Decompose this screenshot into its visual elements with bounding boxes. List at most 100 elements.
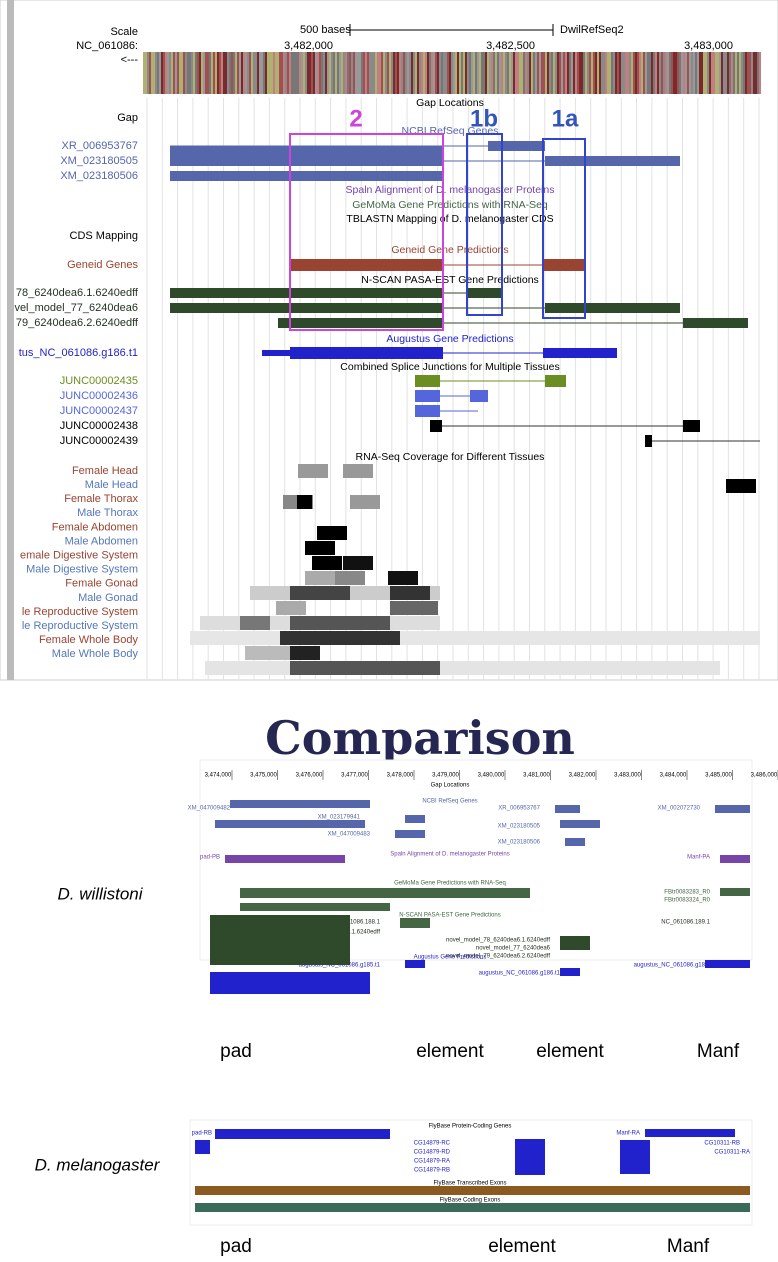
conservation-stripe <box>415 52 417 94</box>
chrom-label: NC_061086: <box>76 40 138 52</box>
conservation-stripe <box>753 52 755 94</box>
feature-block <box>205 661 720 675</box>
conservation-stripe <box>147 52 149 94</box>
comparison-title: Comparison <box>265 711 575 765</box>
conservation-stripe <box>219 52 221 94</box>
feature-block <box>620 1140 650 1174</box>
conservation-stripe <box>227 52 229 94</box>
conservation-stripe <box>593 52 595 94</box>
conservation-stripe <box>757 52 759 94</box>
conservation-stripe <box>521 52 523 94</box>
conservation-stripe <box>431 52 433 94</box>
track-label: CDS Mapping <box>70 230 138 242</box>
feature-label: pad-RB <box>192 1131 212 1137</box>
conservation-stripe <box>189 52 191 94</box>
conservation-stripe <box>535 52 537 94</box>
conservation-stripe <box>507 52 509 94</box>
track-title: FlyBase Protein-Coding Genes <box>429 1124 512 1130</box>
conservation-stripe <box>621 52 623 94</box>
feature-label: FBtr0083324_R0 <box>664 898 710 904</box>
conservation-stripe <box>599 52 601 94</box>
box-label: 1a <box>552 105 579 132</box>
conservation-stripe <box>517 52 519 94</box>
ruler-tick: 3,484,000 <box>660 773 687 779</box>
track-title: Augustus Gene Predictions <box>386 333 513 345</box>
conservation-stripe <box>283 52 285 94</box>
feature-block <box>290 661 440 675</box>
conservation-stripe <box>759 52 761 94</box>
conservation-stripe <box>447 52 449 94</box>
conservation-stripe <box>229 52 231 94</box>
conservation-stripe <box>401 52 403 94</box>
gene-label: element <box>536 1041 604 1062</box>
conservation-stripe <box>751 52 753 94</box>
conservation-stripe <box>469 52 471 94</box>
assembly: DwilRefSeq2 <box>560 24 624 36</box>
track-label: JUNC00002437 <box>60 405 138 417</box>
feature-block <box>560 820 600 828</box>
feature-block <box>415 375 440 387</box>
conservation-stripe <box>643 52 645 94</box>
conservation-stripe <box>259 52 261 94</box>
conservation-stripe <box>549 52 551 94</box>
feature-block <box>560 968 580 976</box>
conservation-stripe <box>183 52 185 94</box>
feature-block <box>415 390 440 402</box>
conservation-stripe <box>167 52 169 94</box>
conservation-stripe <box>653 52 655 94</box>
conservation-stripe <box>335 52 337 94</box>
conservation-stripe <box>159 52 161 94</box>
conservation-stripe <box>279 52 281 94</box>
conservation-stripe <box>483 52 485 94</box>
conservation-stripe <box>375 52 377 94</box>
feature-block <box>245 646 295 660</box>
feature-block <box>290 586 350 600</box>
feature-block <box>390 601 438 615</box>
conservation-stripe <box>249 52 251 94</box>
scale-label: Scale <box>110 26 138 38</box>
feature-block <box>210 915 350 965</box>
conservation-stripe <box>591 52 593 94</box>
feature-block <box>290 646 320 660</box>
ruler-tick: 3,485,000 <box>705 773 732 779</box>
conservation-stripe <box>211 52 213 94</box>
conservation-stripe <box>233 52 235 94</box>
conservation-stripe <box>263 52 265 94</box>
conservation-stripe <box>317 52 319 94</box>
gene-label: element <box>416 1041 484 1062</box>
feature-block <box>290 616 390 630</box>
feature-label: NC_061086.189.1 <box>661 920 710 926</box>
conservation-stripe <box>461 52 463 94</box>
conservation-stripe <box>665 52 667 94</box>
conservation-stripe <box>329 52 331 94</box>
conservation-stripe <box>213 52 215 94</box>
conservation-stripe <box>713 52 715 94</box>
conservation-stripe <box>603 52 605 94</box>
track-title: Augustus Gene Predictions <box>414 955 487 961</box>
feature-block <box>195 1203 750 1212</box>
conservation-stripe <box>615 52 617 94</box>
conservation-stripe <box>215 52 217 94</box>
feature-label: FBtr0083283_R0 <box>664 890 710 896</box>
conservation-stripe <box>383 52 385 94</box>
conservation-stripe <box>369 52 371 94</box>
feature-block <box>405 815 425 823</box>
feature-block <box>565 838 585 846</box>
conservation-stripe <box>303 52 305 94</box>
feature-block <box>170 146 443 156</box>
conservation-stripe <box>639 52 641 94</box>
conservation-stripe <box>255 52 257 94</box>
feature-block <box>190 631 760 645</box>
feature-block <box>215 1129 390 1139</box>
conservation-stripe <box>301 52 303 94</box>
conservation-stripe <box>237 52 239 94</box>
conservation-stripe <box>623 52 625 94</box>
conservation-stripe <box>175 52 177 94</box>
conservation-stripe <box>239 52 241 94</box>
conservation-stripe <box>413 52 415 94</box>
conservation-stripe <box>721 52 723 94</box>
conservation-stripe <box>491 52 493 94</box>
conservation-stripe <box>305 52 307 94</box>
feature-label: augustus_NC_061086.g187.t1 <box>634 963 716 969</box>
